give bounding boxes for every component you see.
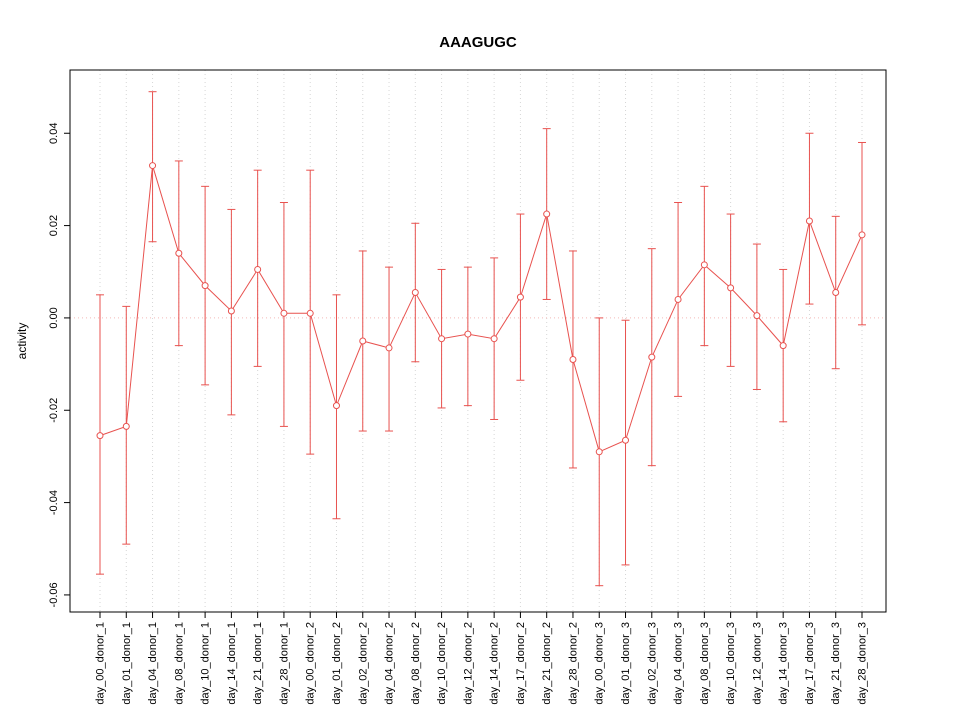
x-tick-label: day_14_donor_2	[489, 622, 501, 705]
data-point-marker	[832, 289, 840, 297]
data-point-marker	[122, 422, 130, 430]
x-tick-label: day_21_donor_2	[541, 622, 553, 705]
chart-title: AAAGUGC	[439, 34, 517, 51]
data-point-marker	[858, 231, 866, 239]
data-point-marker	[490, 335, 498, 343]
x-tick-label: day_08_donor_3	[699, 622, 711, 705]
series-line	[99, 165, 863, 453]
data-point-marker	[149, 162, 157, 170]
x-tick-label: day_02_donor_2	[357, 622, 369, 705]
y-tick-label: 0.00	[48, 307, 60, 328]
x-tick-label: day_21_donor_3	[830, 622, 842, 705]
data-point-marker	[779, 342, 787, 350]
data-point-marker	[201, 282, 209, 290]
data-point-marker	[175, 249, 183, 257]
data-point-marker	[411, 289, 419, 297]
data-point-marker	[543, 210, 551, 218]
data-point-marker	[622, 436, 630, 444]
x-tick-label: day_28_donor_3	[857, 622, 869, 705]
y-axis-label: activity	[15, 323, 29, 360]
data-point-marker	[805, 217, 813, 225]
x-tick-label: day_10_donor_3	[725, 622, 737, 705]
x-tick-label: day_14_donor_1	[226, 622, 238, 705]
x-tick-label: day_14_donor_3	[778, 622, 790, 705]
x-tick-label: day_00_donor_1	[95, 622, 107, 705]
y-tick-label: -0.06	[48, 582, 60, 607]
x-tick-label: day_28_donor_1	[278, 622, 290, 705]
y-tick-label: 0.04	[48, 123, 60, 144]
data-point-marker	[648, 353, 656, 361]
data-point-marker	[227, 307, 235, 315]
x-tick-label: day_12_donor_2	[462, 622, 474, 705]
data-point-marker	[674, 295, 682, 303]
x-tick-label: day_17_donor_3	[804, 622, 816, 705]
x-tick-label: day_10_donor_2	[436, 622, 448, 705]
x-tick-label: day_02_donor_3	[646, 622, 658, 705]
y-tick-label: 0.02	[48, 215, 60, 236]
x-tick-label: day_01_donor_3	[620, 622, 632, 705]
x-tick-label: day_00_donor_2	[305, 622, 317, 705]
x-tick-label: day_04_donor_1	[147, 622, 159, 705]
data-point-marker	[516, 293, 524, 301]
data-point-marker	[700, 261, 708, 269]
x-tick-label: day_04_donor_2	[384, 622, 396, 705]
x-tick-label: day_08_donor_1	[173, 622, 185, 705]
x-tick-label: day_01_donor_2	[331, 622, 343, 705]
data-point-marker	[569, 355, 577, 363]
x-tick-label: day_10_donor_1	[200, 622, 212, 705]
x-tick-label: day_04_donor_3	[673, 622, 685, 705]
plot-border	[69, 69, 887, 613]
y-tick-label: -0.04	[48, 490, 60, 515]
plot-area: -0.06 -0.04 -0.02 0.00 0.02 0.04 day_00_donor_…	[48, 69, 887, 705]
x-tick-label: day_12_donor_3	[751, 622, 763, 705]
x-tick-label: day_28_donor_2	[567, 622, 579, 705]
data-point-marker	[753, 312, 761, 320]
data-point-marker	[332, 402, 340, 410]
data-point-marker	[595, 448, 603, 456]
data-point-marker	[438, 335, 446, 343]
x-tick-label: day_08_donor_2	[410, 622, 422, 705]
x-tick-label: day_21_donor_1	[252, 622, 264, 705]
data-point-marker	[464, 330, 472, 338]
x-tick-label: day_01_donor_1	[121, 622, 133, 705]
data-point-marker	[96, 432, 104, 440]
data-point-marker	[727, 284, 735, 292]
data-point-marker	[306, 309, 314, 317]
data-point-marker	[385, 344, 393, 352]
x-tick-label: day_00_donor_3	[594, 622, 606, 705]
x-tick-label: day_17_donor_2	[515, 622, 527, 705]
data-point-marker	[359, 337, 367, 345]
data-point-marker	[254, 265, 262, 273]
data-point-marker	[280, 309, 288, 317]
y-tick-label: -0.02	[48, 398, 60, 423]
